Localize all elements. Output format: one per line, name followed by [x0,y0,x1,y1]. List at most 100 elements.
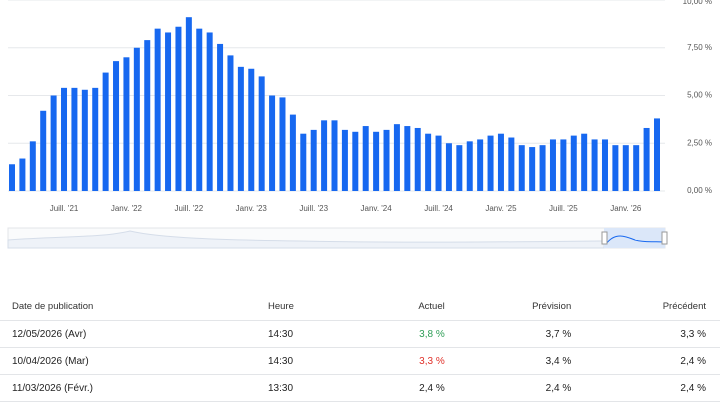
bar [206,32,213,191]
navigator-handle[interactable] [661,231,668,245]
bar [217,43,224,192]
x-tick-label: Janv. '26 [610,204,642,213]
bar [61,87,68,191]
table-row: 11/03/2026 (Févr.) 13:30 2,4 % 2,4 % 2,4 % [0,374,720,402]
navigator-handle[interactable] [601,231,608,245]
release-date: 11/03/2026 (Févr.) [0,374,256,402]
bar [50,95,57,191]
x-tick-label: Janv. '24 [361,204,393,213]
y-tick-label: 0,00 % [687,186,712,195]
bar [539,145,546,191]
bar [40,110,47,191]
bar [612,145,619,191]
bar [383,129,390,191]
bar [456,145,463,191]
bar [258,76,265,191]
bar [601,139,608,191]
bar [373,131,380,191]
bar [196,28,203,192]
bar [144,40,151,191]
bar [404,126,411,191]
navigator-selection [604,228,665,248]
bar [508,137,515,191]
bar [102,72,109,191]
bar [248,68,255,191]
bar [362,126,369,191]
release-date: 10/04/2026 (Mar) [0,347,256,375]
bar [487,135,494,191]
bar [352,131,359,191]
x-tick-label: Juill. '22 [175,204,204,213]
y-tick-label: 7,50 % [687,43,712,52]
bar [466,141,473,191]
bar [237,66,244,191]
previous: 2,4 % [585,374,720,402]
x-tick-label: Janv. '25 [485,204,517,213]
table-row: 10/04/2026 (Mar) 14:30 3,3 % 3,4 % 2,4 % [0,347,720,375]
previous: 3,3 % [585,320,720,348]
bar [643,127,650,191]
bar [425,133,432,191]
bar [71,87,78,191]
bar [92,87,99,191]
bar [435,135,442,191]
bar [175,26,182,191]
bar [227,55,234,191]
bar [622,145,629,191]
bar [591,139,598,191]
y-tick-label: 5,00 % [687,91,712,100]
previous: 2,4 % [585,347,720,375]
bar [497,133,504,191]
y-tick-label: 10,00 % [683,0,712,6]
bar [570,135,577,191]
x-tick-label: Juill. '25 [549,204,578,213]
x-tick-label: Janv. '23 [236,204,268,213]
x-tick-label: Juill. '23 [299,204,328,213]
navigator-area [7,230,605,249]
forecast: 3,4 % [458,347,586,375]
bar [393,124,400,191]
bar [123,57,130,191]
bar [321,120,328,191]
bar [279,97,286,191]
column-header[interactable]: Date de publication [0,292,256,321]
time: 14:30 [256,347,357,375]
x-tick-label: Juill. '21 [50,204,79,213]
bar [300,133,307,191]
bar [518,145,525,191]
column-header[interactable]: Heure [256,292,357,321]
bar [81,89,88,191]
release-date: 12/05/2026 (Avr) [0,320,256,348]
history-table: Date de publication Heure Actuel Prévision P… [0,292,720,402]
bar [341,129,348,191]
bar [445,143,452,191]
bar [185,17,192,191]
column-header[interactable]: Précédent [585,292,720,321]
bar [269,95,276,191]
bar [581,133,588,191]
actual: 3,8 % [356,320,459,348]
bar [477,139,484,191]
y-tick-label: 2,50 % [687,138,712,147]
time: 13:30 [256,374,357,402]
forecast: 2,4 % [458,374,586,402]
actual: 2,4 % [356,374,459,402]
forecast: 3,7 % [458,320,586,348]
column-header[interactable]: Prévision [458,292,586,321]
bar [29,141,36,191]
column-header[interactable]: Actuel [356,292,459,321]
header-row: Date de publication Heure Actuel Prévision P… [0,292,720,321]
bar [154,28,161,192]
x-tick-label: Janv. '22 [111,204,143,213]
chart: 0,00 % 2,50 % 5,00 % 7,50 % 10,00 % Juill. '2… [7,0,712,249]
navigator [7,227,668,249]
bar [331,120,338,191]
table-row: 12/05/2026 (Avr) 14:30 3,8 % 3,7 % 3,3 % [0,320,720,348]
bar [654,118,660,191]
bar [560,139,567,191]
bar [19,158,26,191]
bar [310,129,317,191]
bar [529,147,536,191]
time: 14:30 [256,320,357,348]
